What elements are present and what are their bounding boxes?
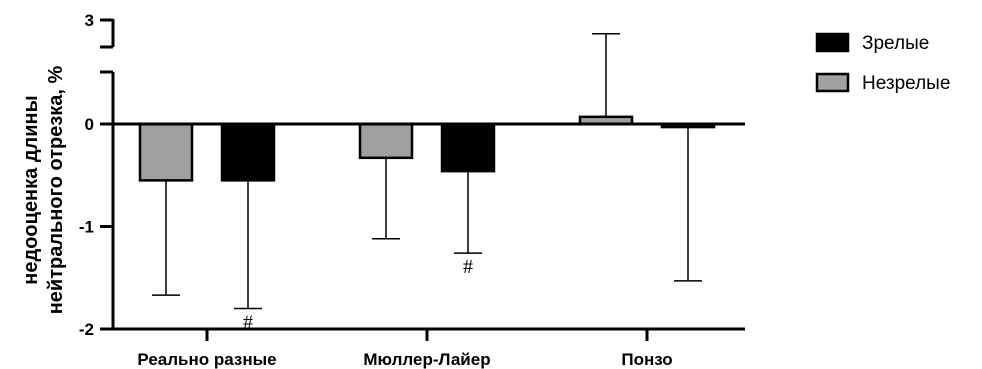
- y-tick-label: -1: [79, 218, 94, 237]
- significance-marker: #: [463, 256, 473, 278]
- legend-label: Незрелые: [862, 73, 950, 94]
- bar: [440, 122, 496, 173]
- annotations: ##: [243, 256, 473, 333]
- y-tick-label: -2: [79, 320, 94, 339]
- y-axis-label-line-1: недооценка длины: [20, 95, 42, 284]
- y-axis-label: недооценка длины нейтрального отрезка, %: [20, 65, 67, 314]
- x-category-label: Реально разные: [137, 350, 276, 369]
- x-category-label: Понзо: [621, 350, 672, 369]
- y-axis-label-line-2: нейтрального отрезка, %: [45, 65, 67, 314]
- legend-swatch: [815, 32, 850, 53]
- x-category-label: Мюллер-Лайер: [363, 350, 490, 369]
- error-bars: [152, 33, 702, 310]
- bar: [220, 122, 276, 182]
- legend-swatch: [815, 72, 850, 93]
- bar: [358, 122, 414, 160]
- category-labels: Реально разные Мюллер-Лайер Понзо: [137, 329, 673, 369]
- significance-marker: #: [243, 312, 253, 334]
- bar: [138, 122, 194, 182]
- y-tick-label: 3: [85, 11, 94, 30]
- legend-label: Зрелые: [862, 33, 929, 54]
- axes: [111, 19, 745, 331]
- legend: Зрелые Незрелые: [815, 32, 950, 94]
- bars: [138, 115, 716, 182]
- y-ticks: -2 -1 0 3: [79, 11, 113, 339]
- y-tick-label: 0: [85, 115, 94, 134]
